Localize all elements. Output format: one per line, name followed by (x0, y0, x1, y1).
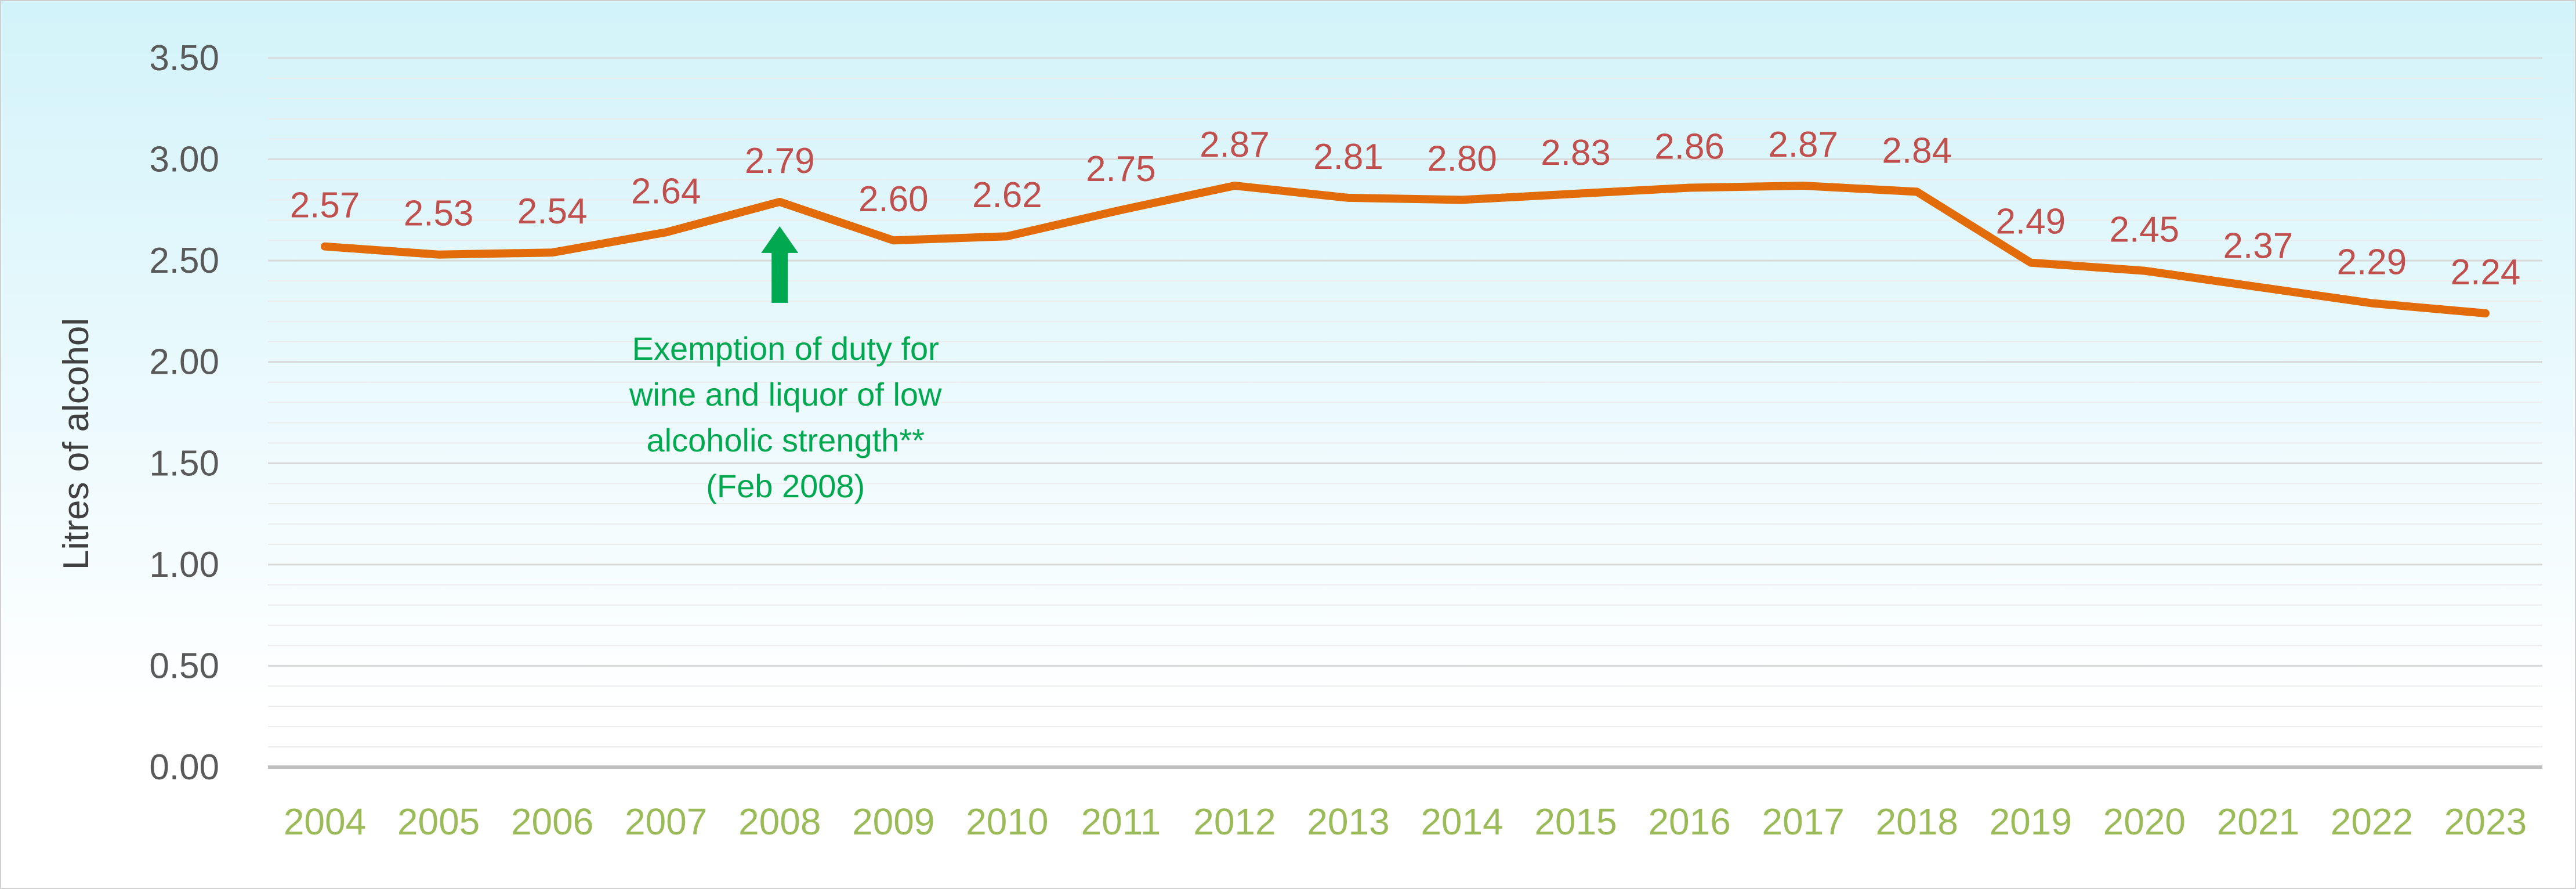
data-label: 2.29 (2337, 242, 2407, 282)
series (321, 182, 2490, 317)
data-label: 2.79 (745, 141, 815, 181)
data-label: 2.64 (631, 171, 701, 211)
data-label: 2.81 (1313, 137, 1383, 177)
data-label: 2.45 (2109, 210, 2179, 250)
data-label: 2.87 (1200, 125, 1270, 165)
data-label: 2.37 (2223, 226, 2294, 266)
x-tick-label: 2019 (1990, 801, 2072, 843)
y-axis-ticks: 0.00 0.50 1.00 1.50 2.00 2.50 3.00 3.50 (149, 38, 219, 787)
data-label: 2.54 (517, 191, 588, 232)
data-label: 2.24 (2451, 252, 2521, 292)
data-label: 2.57 (290, 186, 360, 226)
series-line (321, 182, 2490, 317)
annotation-arrow (761, 226, 799, 303)
y-tick-label: 0.50 (149, 646, 219, 686)
y-tick-label: 0.00 (149, 747, 219, 787)
x-tick-label: 2010 (966, 801, 1048, 843)
x-tick-label: 2006 (511, 801, 593, 843)
y-axis-label: Litres of alcohol (56, 318, 96, 570)
x-tick-label: 2015 (1534, 801, 1617, 843)
y-tick-label: 3.50 (149, 38, 219, 78)
x-axis-ticks: 2004 2005 2006 2007 2008 2009 2010 2011 2012 2013… (284, 801, 2527, 843)
annotation-text-line: Exemption of duty for (632, 330, 939, 367)
data-label: 2.49 (1995, 202, 2066, 242)
y-tick-label: 1.00 (149, 545, 219, 585)
x-tick-label: 2013 (1307, 801, 1389, 843)
data-label: 2.80 (1427, 139, 1497, 179)
x-tick-label: 2005 (397, 801, 480, 843)
x-tick-label: 2017 (1762, 801, 1844, 843)
x-tick-label: 2022 (2331, 801, 2413, 843)
x-tick-label: 2016 (1648, 801, 1730, 843)
y-tick-label: 1.50 (149, 443, 219, 483)
x-tick-label: 2008 (738, 801, 821, 843)
x-tick-label: 2014 (1421, 801, 1503, 843)
x-tick-label: 2009 (852, 801, 934, 843)
x-tick-label: 2007 (625, 801, 707, 843)
x-tick-label: 2018 (1876, 801, 1958, 843)
y-tick-label: 2.50 (149, 241, 219, 281)
x-tick-label: 2023 (2444, 801, 2527, 843)
x-tick-label: 2004 (284, 801, 366, 843)
data-label: 2.83 (1541, 133, 1611, 173)
data-label: 2.60 (858, 179, 929, 219)
y-tick-label: 2.00 (149, 342, 219, 382)
annotation-text-line: wine and liquor of low (629, 376, 942, 413)
data-labels: 2.57 2.53 2.54 2.64 2.79 2.60 2.62 2.75 2.87 2.81… (290, 125, 2521, 292)
x-tick-label: 2020 (2103, 801, 2186, 843)
data-label: 2.87 (1768, 125, 1838, 165)
x-tick-label: 2012 (1193, 801, 1276, 843)
data-label: 2.53 (404, 194, 474, 234)
annotation: Exemption of duty for wine and liquor of … (629, 226, 942, 504)
annotation-text-line: alcoholic strength** (647, 422, 925, 458)
x-tick-label: 2021 (2217, 801, 2299, 843)
gridlines (268, 57, 2542, 769)
data-label: 2.62 (972, 175, 1042, 215)
data-label: 2.75 (1086, 149, 1156, 189)
data-label: 2.86 (1654, 127, 1724, 167)
y-tick-label: 3.00 (149, 140, 219, 180)
annotation-text-line: (Feb 2008) (706, 468, 865, 504)
data-label: 2.84 (1882, 131, 1952, 171)
x-tick-label: 2011 (1081, 801, 1161, 843)
